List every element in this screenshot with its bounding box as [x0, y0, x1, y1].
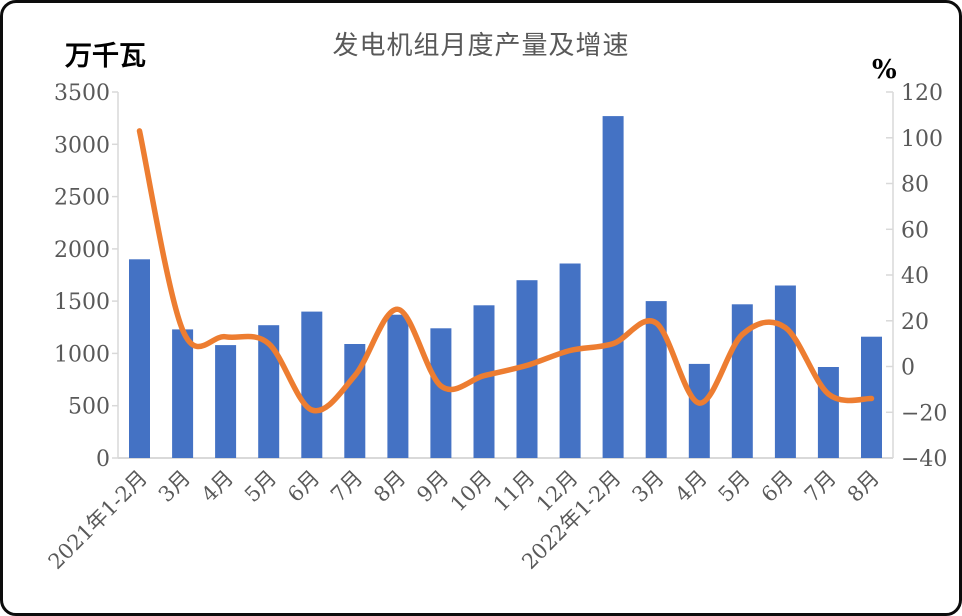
- production-bar: [215, 345, 237, 458]
- y-axis-left-tick-label: 3500: [54, 81, 110, 106]
- x-category-label: 6月: [757, 466, 798, 507]
- production-bar: [559, 263, 581, 458]
- x-category-label: 5月: [240, 466, 281, 507]
- x-category-label: 6月: [283, 466, 324, 507]
- y-axis-right-tick-label: −40: [901, 447, 947, 472]
- production-bar: [172, 329, 194, 458]
- y-axis-left-tick-label: 1500: [54, 290, 110, 315]
- x-category-label: 7月: [800, 466, 841, 507]
- y-axis-left-tick-label: 2000: [54, 238, 110, 263]
- production-bar: [129, 259, 150, 458]
- x-category-label: 10月: [446, 466, 497, 517]
- x-category-label: 8月: [843, 466, 884, 507]
- x-category-label: 7月: [326, 466, 367, 507]
- y-axis-left-tick-label: 2500: [54, 186, 110, 211]
- y-axis-right-tick-label: −20: [901, 401, 947, 426]
- y-axis-right-tick-label: 60: [901, 218, 929, 243]
- y-axis-right-tick-label: 40: [901, 264, 929, 289]
- production-bar: [387, 314, 409, 458]
- x-category-label: 4月: [671, 466, 712, 507]
- y-axis-left-tick-label: 0: [96, 447, 110, 472]
- y-axis-right-tick-label: 80: [901, 173, 929, 198]
- production-bar: [473, 305, 495, 458]
- chart-canvas: 0 500 1000 1500 2000 2500 3000 3500 −40 −20 0 20 40 6…: [44, 81, 948, 574]
- x-category-label: 8月: [369, 466, 410, 507]
- y-axis-right-tick-label: 100: [901, 127, 943, 152]
- x-category-label: 3月: [154, 466, 195, 507]
- production-bar: [645, 301, 667, 458]
- production-bar: [774, 285, 796, 458]
- right-axis-unit-label: %: [872, 55, 897, 85]
- y-axis-left-tick-label: 3000: [54, 133, 110, 158]
- production-bar: [602, 116, 624, 458]
- y-axis-right-tick-label: 0: [901, 356, 915, 381]
- x-category-label: 2021年1-2月: [44, 466, 152, 574]
- production-bar: [688, 363, 710, 458]
- x-category-label: 4月: [197, 466, 238, 507]
- y-axis-left-tick-label: 500: [68, 395, 110, 420]
- x-category-label: 3月: [627, 466, 668, 507]
- production-bar: [258, 325, 280, 458]
- chart-title: 发电机组月度产量及增速: [332, 31, 630, 61]
- production-bar: [516, 280, 538, 458]
- x-category-label: 11月: [489, 466, 540, 517]
- left-axis-unit-label: 万千瓦: [65, 41, 146, 72]
- production-bar: [430, 328, 452, 458]
- y-axis-left-tick-label: 1000: [54, 342, 110, 367]
- y-axis-right-tick-label: 20: [901, 310, 929, 335]
- y-axis-right-tick-label: 120: [901, 81, 943, 106]
- production-bar: [301, 311, 323, 458]
- growth-rate-line: [136, 128, 875, 414]
- x-category-label: 5月: [714, 466, 755, 507]
